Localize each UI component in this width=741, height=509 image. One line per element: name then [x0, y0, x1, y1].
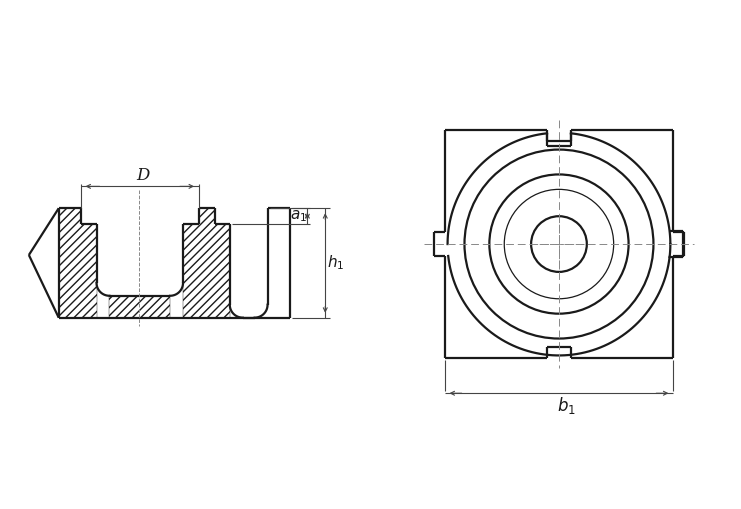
- Text: $b_1$: $b_1$: [557, 394, 576, 416]
- Text: $h_1$: $h_1$: [328, 253, 345, 272]
- Text: $a_1$: $a_1$: [290, 208, 307, 224]
- Text: D: D: [136, 167, 150, 184]
